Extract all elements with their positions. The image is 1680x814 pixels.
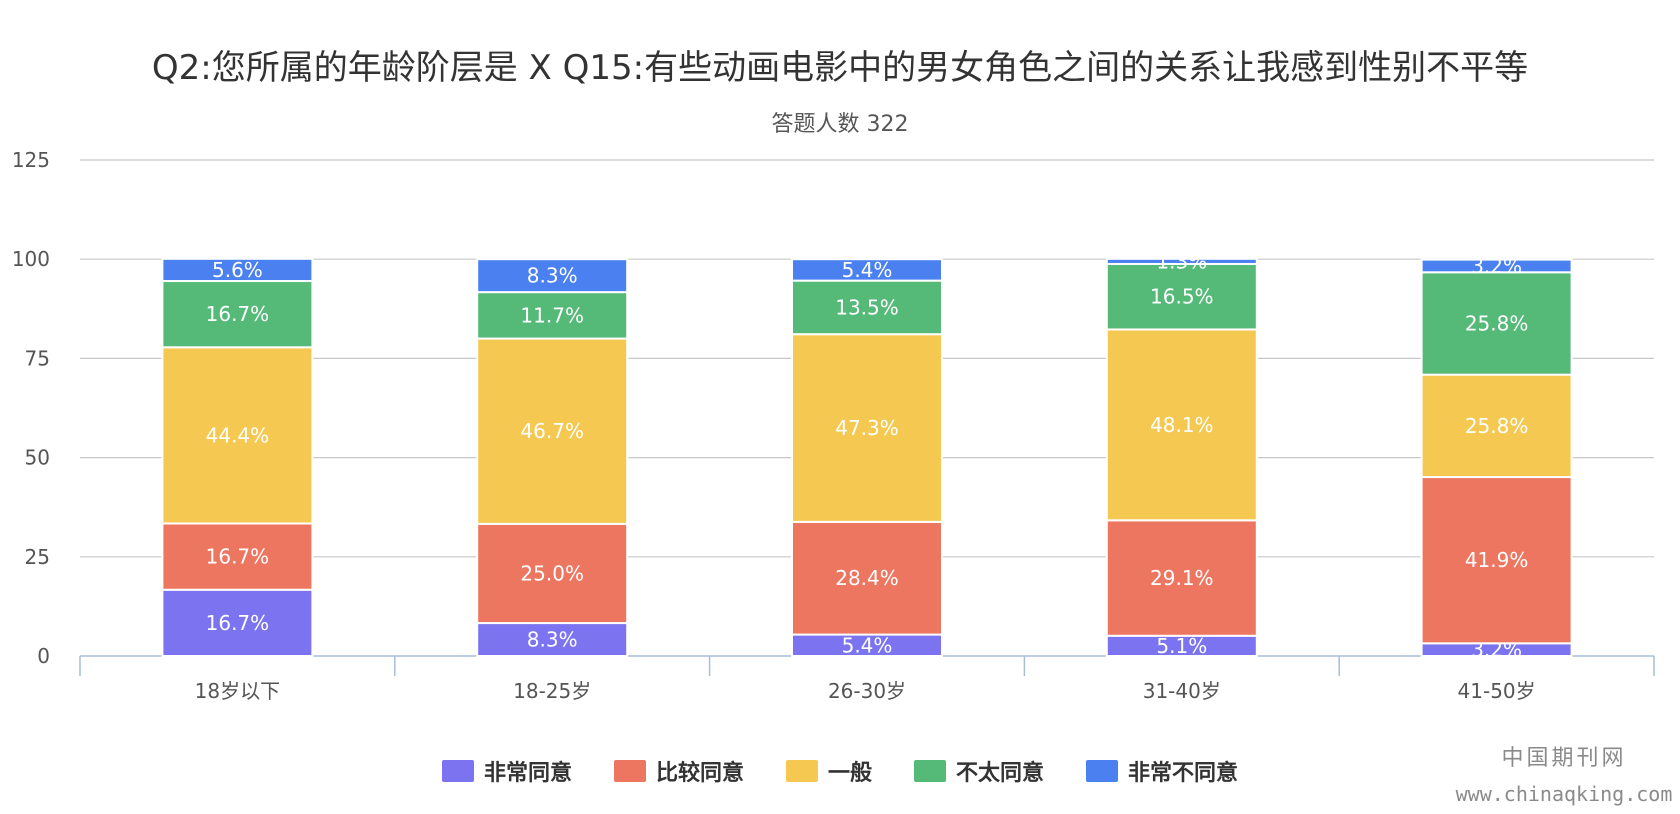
data-label: 47.3% bbox=[835, 416, 899, 440]
watermark-url: www.chinaqking.com bbox=[1455, 782, 1673, 806]
legend-label-series-5: 非常不同意 bbox=[1128, 761, 1239, 786]
data-label: 16.7% bbox=[206, 302, 270, 326]
x-tick-label: 26-30岁 bbox=[828, 679, 906, 703]
data-label: 13.5% bbox=[835, 295, 899, 319]
data-label: 29.1% bbox=[1150, 566, 1214, 590]
bar-segment bbox=[161, 280, 314, 349]
data-label: 3.2% bbox=[1471, 254, 1522, 278]
legend-label-series-4: 不太同意 bbox=[956, 761, 1045, 786]
bar-segment bbox=[476, 258, 629, 294]
bar-segment bbox=[1420, 271, 1573, 376]
bar-segment bbox=[1105, 328, 1258, 522]
data-label: 46.7% bbox=[520, 419, 584, 443]
chart-legend: 非常同意 比较同意 一般 不太同意 非常不同意 bbox=[0, 755, 1680, 787]
bar-segment bbox=[161, 257, 314, 283]
y-tick-label: 75 bbox=[25, 346, 50, 370]
y-tick-label: 50 bbox=[25, 446, 50, 470]
bar-segment bbox=[476, 522, 629, 625]
data-label: 5.4% bbox=[842, 633, 893, 657]
y-tick-label: 0 bbox=[37, 644, 50, 668]
bar-segment bbox=[1105, 262, 1258, 331]
x-tick-label: 31-40岁 bbox=[1143, 679, 1221, 703]
data-label: 16.7% bbox=[206, 545, 270, 569]
data-label: 8.3% bbox=[527, 628, 578, 652]
x-tick-label: 41-50岁 bbox=[1458, 679, 1536, 703]
data-label: 5.6% bbox=[212, 258, 263, 282]
legend-swatch-series-5 bbox=[1086, 760, 1119, 782]
bar-segment bbox=[1420, 476, 1573, 645]
chart-title: Q2:您所属的年龄阶层是 X Q15:有些动画电影中的男女角色之间的关系让我感到… bbox=[151, 48, 1529, 88]
bar-segment bbox=[791, 258, 943, 282]
watermark: 中国期刊网 www.chinaqking.com bbox=[1448, 740, 1680, 806]
legend-item-series-1[interactable]: 非常同意 bbox=[441, 755, 572, 787]
bar-segment bbox=[476, 622, 629, 658]
legend-label-series-3: 一般 bbox=[827, 761, 872, 786]
data-label: 25.8% bbox=[1465, 311, 1529, 335]
data-label: 5.1% bbox=[1156, 634, 1207, 658]
y-tick-label: 125 bbox=[12, 148, 50, 172]
data-label: 25.0% bbox=[520, 561, 584, 585]
data-label: 44.4% bbox=[206, 423, 270, 447]
legend-item-series-2[interactable]: 比较同意 bbox=[613, 755, 744, 787]
bar-segment bbox=[1420, 258, 1573, 274]
legend-item-series-5[interactable]: 非常不同意 bbox=[1086, 755, 1238, 787]
legend-swatch-series-3 bbox=[785, 760, 818, 782]
legend-item-series-4[interactable]: 不太同意 bbox=[914, 755, 1044, 787]
data-label: 11.7% bbox=[520, 303, 584, 327]
bar-segment bbox=[476, 337, 629, 525]
data-label: 25.8% bbox=[1465, 414, 1529, 438]
data-label: 16.5% bbox=[1150, 285, 1214, 309]
legend-label-series-2: 比较同意 bbox=[655, 761, 744, 786]
y-tick-label: 25 bbox=[25, 545, 50, 569]
data-label: 1.3% bbox=[1156, 249, 1207, 273]
data-label: 5.4% bbox=[842, 258, 893, 282]
bar-segment bbox=[1105, 519, 1258, 637]
x-tick-label: 18-25岁 bbox=[513, 679, 591, 703]
watermark-name: 中国期刊网 bbox=[1501, 746, 1627, 771]
legend-swatch-series-1 bbox=[441, 760, 474, 782]
bar-segment bbox=[1105, 257, 1258, 265]
data-label: 28.4% bbox=[835, 566, 899, 590]
data-label: 8.3% bbox=[527, 264, 578, 288]
legend-label-series-1: 非常同意 bbox=[483, 761, 572, 786]
y-tick-label: 100 bbox=[12, 247, 50, 271]
bar-segment bbox=[791, 279, 943, 336]
legend-swatch-series-4 bbox=[914, 760, 946, 782]
bar-segment bbox=[476, 291, 629, 340]
bar-segment bbox=[791, 520, 943, 636]
data-label: 48.1% bbox=[1150, 413, 1214, 437]
x-tick-label: 18岁以下 bbox=[195, 679, 280, 703]
legend-item-series-3[interactable]: 一般 bbox=[785, 755, 872, 787]
legend-swatch-series-2 bbox=[613, 760, 646, 782]
stacked-bar-chart: 0 25 50 75 100 125 16.7% 16.7% 44.4% 16.7% 5.6% 18岁… bbox=[12, 148, 1655, 703]
data-label: 16.7% bbox=[206, 611, 270, 635]
data-label: 41.9% bbox=[1465, 548, 1529, 572]
chart-subtitle: 答题人数 322 bbox=[771, 112, 909, 137]
